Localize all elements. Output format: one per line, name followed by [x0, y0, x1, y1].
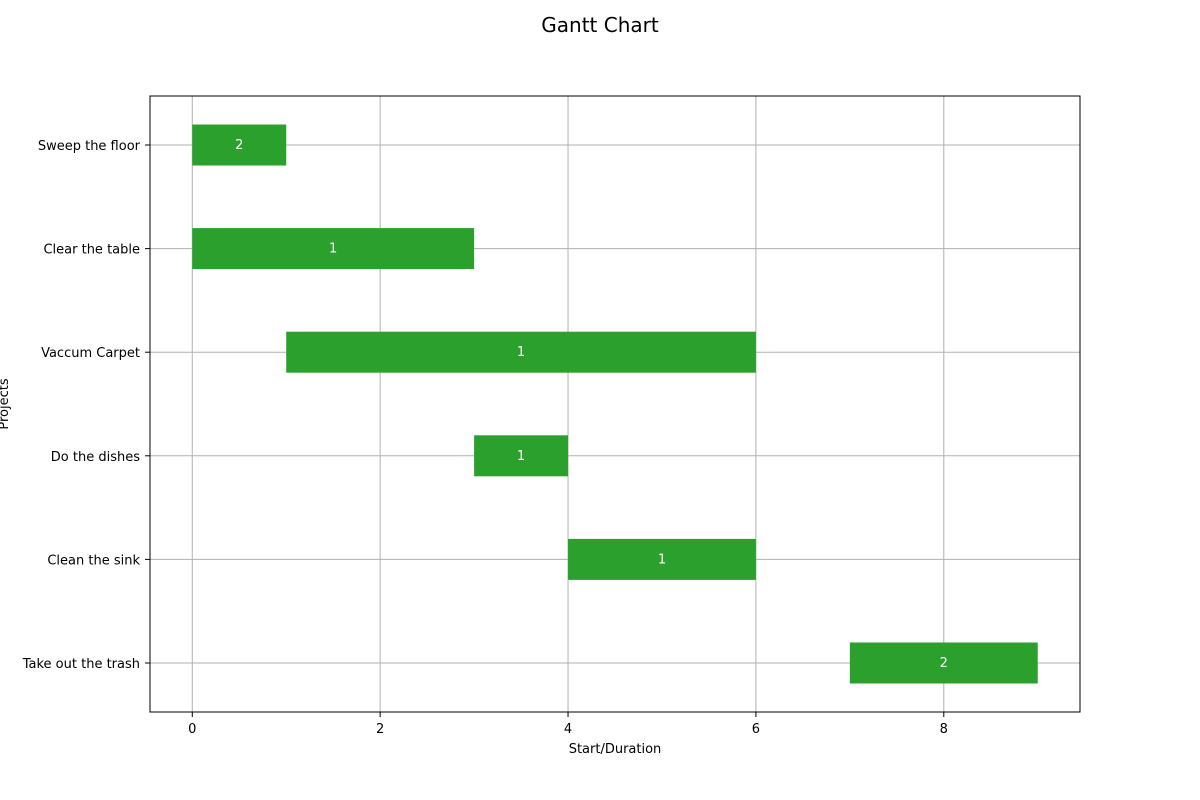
ticks: 0 2 4 6 8 Sweep the floor Clear the table Vaccu… [22, 139, 948, 737]
bars: 2 1 1 1 1 2 [192, 124, 1038, 684]
grid-lines [150, 96, 1080, 712]
y-tick-label: Vaccum Carpet [41, 346, 140, 361]
bar-data-label: 1 [329, 242, 337, 257]
bar-data-label: 2 [940, 656, 948, 671]
x-tick-label: 6 [752, 722, 760, 737]
task-bar [849, 642, 1038, 684]
y-tick-label: Clean the sink [47, 553, 140, 568]
bar-data-label: 1 [658, 552, 666, 567]
task-bar [474, 435, 569, 477]
x-tick-label: 2 [376, 722, 384, 737]
y-axis-label: Projects [0, 378, 12, 429]
chart-title: Gantt Chart [541, 13, 659, 37]
x-tick-label: 0 [188, 722, 196, 737]
task-bar [568, 538, 756, 580]
task-bar [192, 228, 475, 270]
task-bar [286, 331, 756, 373]
task-bar [192, 124, 287, 166]
y-tick-label: Do the dishes [51, 450, 140, 465]
y-tick-label: Clear the table [43, 243, 140, 258]
bar-data-label: 2 [235, 138, 243, 153]
y-tick-label: Take out the trash [22, 657, 140, 672]
bar-data-label: 1 [517, 345, 525, 360]
plot-frame [149, 95, 1081, 713]
x-axis-label: Start/Duration [569, 742, 662, 757]
y-tick-label: Sweep the floor [38, 139, 141, 154]
x-tick-label: 8 [940, 722, 948, 737]
x-tick-label: 4 [564, 722, 572, 737]
bar-data-label: 1 [517, 449, 525, 464]
